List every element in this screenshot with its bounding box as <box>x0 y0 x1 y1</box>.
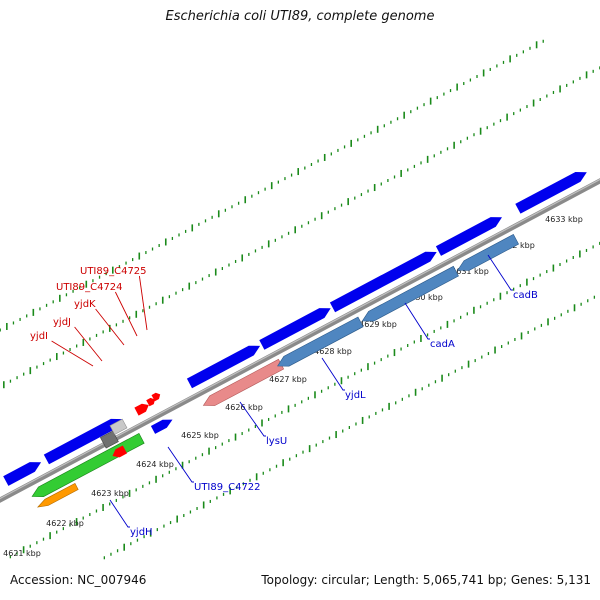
label-leader-line <box>404 302 430 340</box>
map-title: Escherichia coli UTI89, complete genome <box>165 9 435 24</box>
label-leader-line <box>321 357 345 391</box>
rna-feature-arrow <box>134 403 149 416</box>
gene-arrow <box>329 251 437 313</box>
label-leader-line <box>109 499 130 528</box>
rna-label: yjdI <box>30 331 48 342</box>
accession-text: Accession: NC_007946 <box>10 573 147 587</box>
kbp-tick-label: 4628 kbp <box>314 347 352 356</box>
kbp-tick-label: 4625 kbp <box>181 431 219 440</box>
kbp-tick-label: 4621 kbp <box>3 549 41 558</box>
gene-arrow <box>277 316 364 367</box>
genome-summary-text: Topology: circular; Length: 5,065,741 bp… <box>261 573 591 587</box>
gene-label: cadB <box>513 290 538 301</box>
gene-arrow <box>457 233 520 271</box>
label-leader-line <box>239 401 266 437</box>
rna-label: UTI89_C4725 <box>80 266 147 277</box>
label-leader-line <box>74 326 103 362</box>
gene-arrow <box>3 462 42 486</box>
gray-feature <box>99 430 119 449</box>
label-leader-line <box>114 291 138 337</box>
gene-labels: yjdH UTI89_C4722 lysU yjdL cadA cadB yjdI yjdJy… <box>30 254 538 538</box>
gene-label: lysU <box>266 436 287 447</box>
gene-arrow <box>43 418 123 465</box>
genes <box>3 172 587 508</box>
kbp-tick-label: 4627 kbp <box>269 375 307 384</box>
gene-arrow <box>435 217 502 256</box>
gene-label: yjdL <box>345 390 366 401</box>
gene-label: cadA <box>430 339 455 350</box>
backbone <box>0 178 600 503</box>
gene-arrow <box>150 419 173 434</box>
rna-feature-arrow <box>146 397 155 407</box>
rna-label: UTI89_C4724 <box>56 282 123 293</box>
gene-arrow <box>515 172 587 214</box>
gene-label: UTI89_C4722 <box>194 482 261 493</box>
kbp-tick-label: 4629 kbp <box>359 320 397 329</box>
label-leader-line <box>95 308 125 346</box>
label-leader-line <box>51 340 94 367</box>
kbp-tick-label: 4623 kbp <box>91 489 129 498</box>
label-leader-line <box>167 446 194 483</box>
gray-feature <box>109 418 128 435</box>
backbone-line <box>0 178 600 503</box>
gene-label: yjdH <box>130 527 153 538</box>
rna-feature-arrow <box>151 392 161 402</box>
rna-label: yjdK <box>74 299 96 310</box>
kbp-tick-label: 4633 kbp <box>545 215 583 224</box>
rna-feature-arrow <box>112 445 127 458</box>
kbp-tick-label: 4624 kbp <box>136 460 174 469</box>
gene-arrow <box>37 482 79 508</box>
gene-arrow <box>202 358 285 406</box>
rna-label: yjdJ <box>53 317 71 328</box>
tick-dots <box>0 39 600 560</box>
backbone-highlight <box>0 178 600 500</box>
label-leader-line <box>138 275 148 331</box>
gene-arrow <box>361 265 459 322</box>
kbp-tick-label: 4630 kbp <box>405 293 443 302</box>
kbp-tick-label: 4622 kbp <box>46 519 84 528</box>
label-leader-line <box>487 254 513 291</box>
gene-arrow <box>259 308 331 350</box>
gene-arrow <box>186 345 261 389</box>
kbp-tick-label: 4631 kbp <box>451 267 489 276</box>
